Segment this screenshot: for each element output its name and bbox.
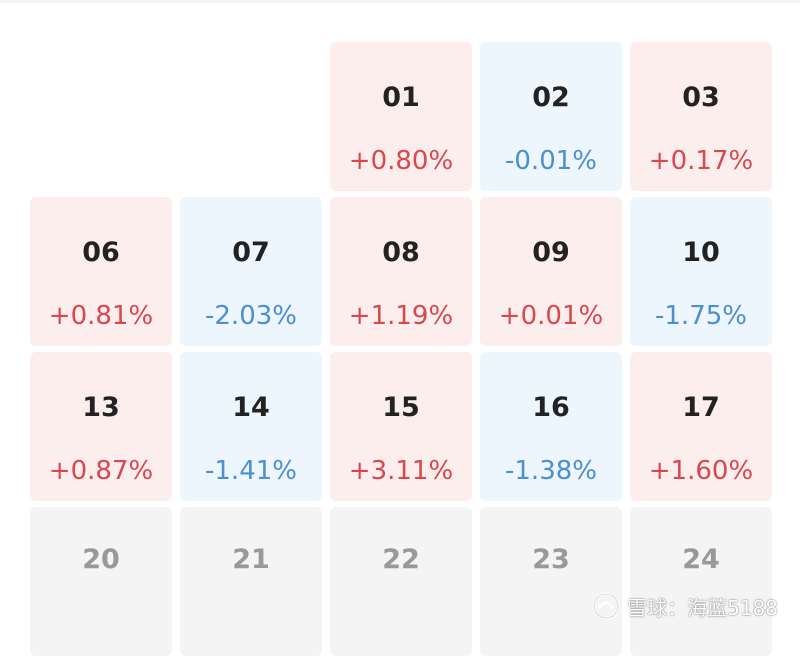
percent-change: +1.60%	[648, 456, 754, 486]
calendar-day-cell[interactable]: 23	[480, 507, 622, 656]
watermark-text: 雪球：海蓝5188	[627, 595, 778, 620]
day-number: 22	[382, 544, 420, 575]
day-number: 03	[682, 82, 720, 113]
percent-change: -1.38%	[505, 456, 597, 486]
calendar-day-cell[interactable]: 21	[180, 507, 322, 656]
day-number: 07	[232, 237, 270, 268]
percent-change: +0.01%	[498, 301, 604, 331]
calendar-empty-cell	[180, 42, 322, 191]
day-number: 15	[382, 392, 420, 423]
percent-change: +0.81%	[48, 301, 154, 331]
percent-change: +0.80%	[348, 146, 454, 176]
calendar-empty-cell	[30, 42, 172, 191]
day-number: 21	[232, 544, 270, 575]
calendar-day-cell[interactable]: 13 +0.87%	[30, 352, 172, 501]
day-number: 01	[382, 82, 420, 113]
calendar-day-cell[interactable]: 22	[330, 507, 472, 656]
day-number: 08	[382, 237, 420, 268]
day-number: 17	[682, 392, 720, 423]
percent-change: -1.75%	[655, 301, 747, 331]
calendar-day-cell[interactable]: 01 +0.80%	[330, 42, 472, 191]
snowball-logo-icon	[592, 592, 620, 620]
calendar-day-cell[interactable]: 17 +1.60%	[630, 352, 772, 501]
calendar-day-cell[interactable]: 15 +3.11%	[330, 352, 472, 501]
day-number: 06	[82, 237, 120, 268]
day-number: 24	[682, 544, 720, 575]
calendar-day-cell[interactable]: 20	[30, 507, 172, 656]
percent-change: +0.17%	[648, 146, 754, 176]
day-number: 13	[82, 392, 120, 423]
percent-change: +0.87%	[48, 456, 154, 486]
day-number: 09	[532, 237, 570, 268]
calendar-day-cell[interactable]: 16 -1.38%	[480, 352, 622, 501]
percent-change: -2.03%	[205, 301, 297, 331]
calendar-day-cell[interactable]: 06 +0.81%	[30, 197, 172, 346]
calendar-day-cell[interactable]: 07 -2.03%	[180, 197, 322, 346]
day-number: 23	[532, 544, 570, 575]
calendar-day-cell[interactable]: 03 +0.17%	[630, 42, 772, 191]
percent-change: +3.11%	[348, 456, 454, 486]
day-number: 10	[682, 237, 720, 268]
percent-change: -1.41%	[205, 456, 297, 486]
calendar-day-cell[interactable]: 02 -0.01%	[480, 42, 622, 191]
top-divider	[0, 0, 800, 3]
calendar-day-cell[interactable]: 14 -1.41%	[180, 352, 322, 501]
calendar-day-cell[interactable]: 10 -1.75%	[630, 197, 772, 346]
day-number: 14	[232, 392, 270, 423]
day-number: 20	[82, 544, 120, 575]
calendar-day-cell[interactable]: 08 +1.19%	[330, 197, 472, 346]
watermark: 雪球：海蓝5188	[591, 591, 778, 621]
percent-change: +1.19%	[348, 301, 454, 331]
day-number: 16	[532, 392, 570, 423]
percent-change: -0.01%	[505, 146, 597, 176]
day-number: 02	[532, 82, 570, 113]
calendar-grid: 01 +0.80% 02 -0.01% 03 +0.17% 06 +0.81% 07 -2.03%…	[30, 42, 772, 656]
calendar-day-cell[interactable]: 24	[630, 507, 772, 656]
calendar-day-cell[interactable]: 09 +0.01%	[480, 197, 622, 346]
